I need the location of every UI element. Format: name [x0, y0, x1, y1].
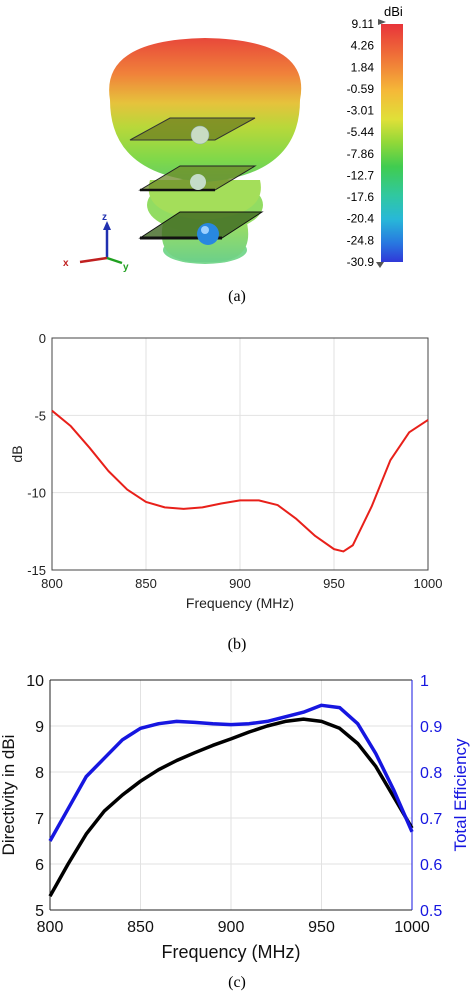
colorbar-tick-label: -30.9 [347, 255, 375, 269]
y-tick-label: -5 [34, 408, 46, 423]
colorbar-tick-label: -5.44 [347, 125, 375, 139]
y-tick-label: 7 [35, 811, 44, 828]
series-line [51, 409, 429, 553]
efficiency-series-line [48, 703, 414, 842]
y-tick-label: 9 [35, 719, 44, 736]
x-tick-label: 950 [308, 919, 335, 936]
x-tick-label: 1000 [414, 576, 443, 591]
y-axis-label: Directivity in dBi [0, 735, 18, 856]
antenna-structure [129, 117, 264, 245]
colorbar-ticks: 9.11 4.26 1.84 -0.59 -3.01 -5.44 -7.86 -12.7 -17… [347, 17, 375, 269]
colorbar-unit: dBi [384, 4, 403, 19]
caption-c: (c) [228, 974, 246, 991]
colorbar-tick-label: -3.01 [347, 104, 375, 118]
colorbar-tick-label: -0.59 [347, 82, 375, 96]
y-tick-label: 5 [35, 903, 44, 920]
colorbar-tick-label: -7.86 [347, 147, 375, 161]
y2-tick-label: 1 [420, 673, 429, 690]
y2-tick-label: 0.6 [420, 857, 442, 874]
y2-tick-label: 0.7 [420, 811, 442, 828]
x-tick-label: 950 [323, 576, 345, 591]
x-tick-label: 800 [37, 919, 64, 936]
y2-tick-label: 0.9 [420, 719, 442, 736]
chart-b-panel: 800 850 900 950 1000 0 -5 -10 -15 Frequency (MHz)… [0, 320, 474, 630]
colorbar-tick-label: -17.6 [347, 190, 375, 204]
y-tick-label: -15 [27, 563, 46, 578]
y-axis-label: dB [9, 445, 25, 462]
pattern-3d-figure: z x y dBi 9.11 4.26 1.84 -0.59 -3.01 -5.44 -7.… [63, 4, 403, 273]
caption-b: (b) [227, 636, 247, 653]
axis-label-x: x [63, 258, 69, 269]
y2-axis-label: Total Efficiency [451, 738, 470, 852]
chart-c-panel: 800 850 900 950 1000 5 6 7 8 9 10 0.5 0.6 0.7 0.8 0.9 1 F… [0, 660, 474, 970]
colorbar-tick-label: -20.4 [347, 212, 375, 226]
y-tick-label: 0 [39, 331, 46, 346]
colorbar-tick-label: 1.84 [351, 60, 375, 74]
colorbar-tick-label: -12.7 [347, 168, 375, 182]
x-tick-label: 850 [127, 919, 154, 936]
x-tick-label: 850 [135, 576, 157, 591]
caption-a: (a) [228, 288, 246, 305]
y-tick-label: 8 [35, 765, 44, 782]
axis-label-y: y [123, 262, 129, 273]
y2-tick-label: 0.8 [420, 765, 442, 782]
directivity-series-line [48, 717, 414, 898]
y2-tick-label: 0.5 [420, 903, 442, 920]
y-tick-label: -10 [27, 486, 46, 501]
colorbar-tick-label: 4.26 [351, 39, 375, 53]
x-tick-label: 1000 [394, 919, 430, 936]
x-tick-label: 900 [218, 919, 245, 936]
x-tick-label: 900 [229, 576, 251, 591]
axis-triad: z x y [63, 212, 129, 273]
x-axis-label: Frequency (MHz) [186, 595, 294, 611]
colorbar-tick-label: 9.11 [352, 17, 375, 31]
plot-frame [51, 337, 429, 571]
axis-label-z: z [102, 212, 107, 223]
y-tick-label: 6 [35, 857, 44, 874]
x-axis-label: Frequency (MHz) [161, 942, 300, 962]
return-loss-chart: 800 850 900 950 1000 0 -5 -10 -15 Frequency (MHz)… [9, 331, 443, 611]
y-tick-label: 10 [26, 673, 44, 690]
directivity-efficiency-chart: 800 850 900 950 1000 5 6 7 8 9 10 0.5 0.6 0.7 0.8 0.9 1 F… [0, 673, 470, 962]
x-tick-label: 800 [41, 576, 63, 591]
pattern-3d-panel: z x y dBi 9.11 4.26 1.84 -0.59 -3.01 -5.44 -7.… [0, 0, 474, 280]
colorbar-tick-label: -24.8 [347, 233, 375, 247]
colorbar: dBi 9.11 4.26 1.84 -0.59 -3.01 -5.44 -7.86 -12.… [347, 4, 403, 269]
